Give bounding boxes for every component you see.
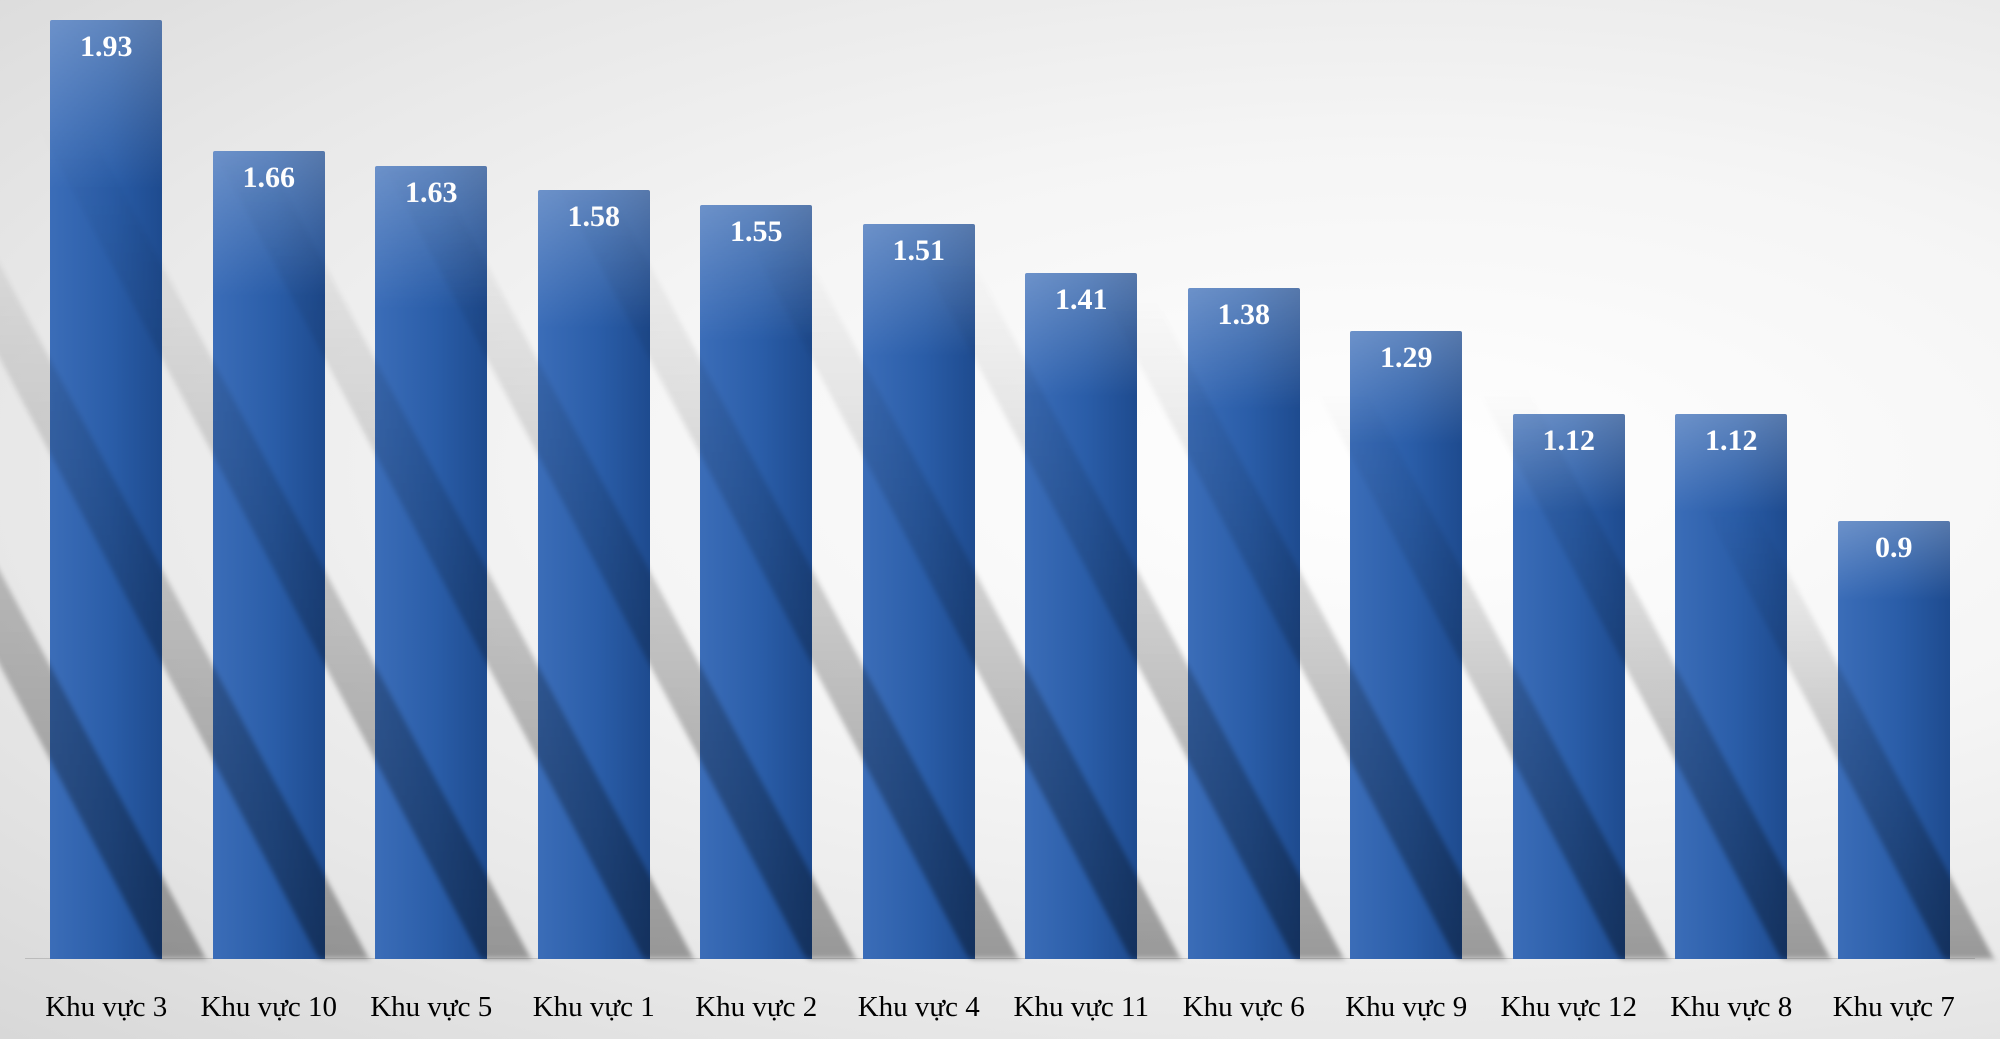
x-axis-label: Khu vực 9 bbox=[1325, 991, 1488, 1024]
x-axis-label: Khu vực 3 bbox=[25, 991, 188, 1024]
x-axis-label: Khu vực 1 bbox=[513, 991, 676, 1024]
x-axis-label: Khu vực 4 bbox=[838, 991, 1001, 1024]
x-axis-label: Khu vực 2 bbox=[675, 991, 838, 1024]
x-axis-label: Khu vực 11 bbox=[1000, 991, 1163, 1024]
plot-area: 1.931.661.631.581.551.511.411.381.291.12… bbox=[25, 20, 1975, 959]
bar-slot: 1.12 bbox=[1650, 20, 1813, 959]
x-axis-label: Khu vực 8 bbox=[1650, 991, 1813, 1024]
bar-slot: 0.9 bbox=[1813, 20, 1976, 959]
bar-value-label: 1.38 bbox=[1188, 298, 1300, 332]
x-axis-label: Khu vực 7 bbox=[1813, 991, 1976, 1024]
bar-chart: 1.931.661.631.581.551.511.411.381.291.12… bbox=[0, 0, 2000, 1039]
bar: 1.12 bbox=[1675, 414, 1787, 959]
bar: 0.9 bbox=[1838, 521, 1950, 959]
x-axis-label: Khu vực 5 bbox=[350, 991, 513, 1024]
bar-value-label: 1.93 bbox=[50, 30, 162, 64]
bar-value-label: 0.9 bbox=[1838, 531, 1950, 565]
bar-value-label: 1.12 bbox=[1675, 424, 1787, 458]
bar-value-label: 1.29 bbox=[1350, 341, 1462, 375]
x-axis-labels: Khu vực 3Khu vực 10Khu vực 5Khu vực 1Khu… bbox=[25, 991, 1975, 1024]
x-axis-label: Khu vực 6 bbox=[1163, 991, 1326, 1024]
x-axis-label: Khu vực 10 bbox=[188, 991, 351, 1024]
x-axis-label: Khu vực 12 bbox=[1488, 991, 1651, 1024]
bars-row: 1.931.661.631.581.551.511.411.381.291.12… bbox=[25, 20, 1975, 959]
